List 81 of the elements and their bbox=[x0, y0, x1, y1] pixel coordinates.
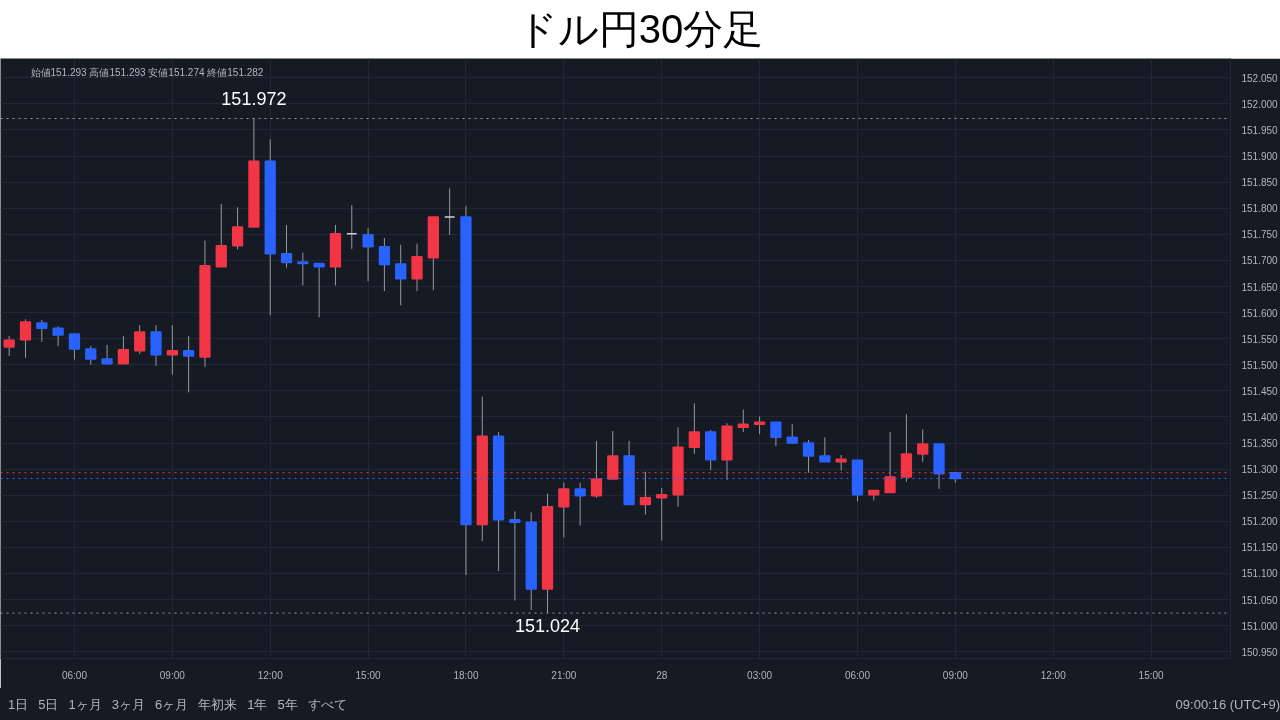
candlestick bbox=[231, 206, 244, 250]
candlestick bbox=[183, 335, 195, 393]
chart-title: ドル円30分足 bbox=[516, 6, 764, 53]
candlestick bbox=[688, 402, 700, 455]
x-tick-label: 06:00 bbox=[844, 669, 871, 681]
y-tick-label: 152.050 bbox=[1241, 72, 1279, 84]
y-tick-label: 151.900 bbox=[1241, 151, 1279, 163]
x-tick-label: 18:00 bbox=[453, 669, 479, 681]
candlestick bbox=[395, 244, 407, 306]
y-tick-label: 150.950 bbox=[1241, 646, 1279, 658]
candlestick bbox=[819, 436, 831, 463]
y-tick-label: 151.750 bbox=[1241, 229, 1279, 241]
candlestick bbox=[215, 203, 227, 268]
y-tick-label: 151.100 bbox=[1241, 568, 1279, 580]
text: 6ヶ月 bbox=[154, 697, 189, 712]
candlestick bbox=[656, 487, 668, 542]
candlestick bbox=[36, 319, 48, 343]
candlestick bbox=[917, 428, 929, 463]
candlestick bbox=[802, 439, 815, 474]
x-tick-label: 21:00 bbox=[551, 669, 577, 681]
x-tick-label: 06:00 bbox=[61, 669, 88, 681]
candlestick bbox=[280, 224, 293, 269]
candlestick bbox=[346, 204, 358, 250]
candlestick bbox=[770, 421, 782, 447]
annotation: 151.972 bbox=[221, 88, 287, 109]
y-tick-label: 151.550 bbox=[1241, 333, 1279, 345]
y-tick-label: 151.050 bbox=[1241, 594, 1279, 606]
candlestick bbox=[737, 409, 749, 433]
y-tick-label: 151.800 bbox=[1241, 203, 1279, 215]
candlestick bbox=[297, 252, 309, 286]
y-tick-label: 151.300 bbox=[1241, 464, 1279, 476]
candlestick bbox=[558, 482, 570, 538]
y-tick-label: 151.450 bbox=[1241, 385, 1279, 397]
text: 5年 bbox=[277, 697, 298, 712]
y-tick-label: 151.850 bbox=[1241, 177, 1279, 189]
x-tick-label: 15:00 bbox=[355, 669, 382, 681]
candlestick bbox=[85, 345, 97, 366]
text: 年初来 bbox=[198, 697, 238, 712]
y-tick-label: 152.000 bbox=[1241, 98, 1279, 110]
y-tick-label: 151.700 bbox=[1241, 255, 1279, 267]
x-tick-label: 09:00 bbox=[942, 669, 969, 681]
x-tick-label: 12:00 bbox=[257, 669, 284, 681]
candlestick bbox=[117, 335, 130, 365]
text: すべて bbox=[307, 697, 347, 712]
x-tick-label: 09:00 bbox=[159, 669, 186, 681]
candlestick bbox=[444, 187, 456, 236]
candlestick bbox=[52, 325, 64, 347]
x-tick-label: 03:00 bbox=[747, 669, 773, 681]
candlestick bbox=[19, 318, 32, 359]
y-tick-label: 151.500 bbox=[1241, 359, 1279, 371]
text: 1日 bbox=[8, 697, 29, 712]
candlestick bbox=[68, 332, 81, 361]
candlestick bbox=[3, 335, 15, 357]
y-tick-label: 151.400 bbox=[1241, 411, 1279, 423]
y-tick-label: 151.600 bbox=[1241, 307, 1279, 319]
y-tick-label: 151.000 bbox=[1241, 620, 1279, 632]
text: 1年 bbox=[247, 697, 268, 712]
y-tick-label: 151.950 bbox=[1241, 124, 1279, 136]
text: 5日 bbox=[38, 697, 59, 712]
y-tick-label: 151.200 bbox=[1241, 516, 1279, 528]
candlestick bbox=[378, 237, 391, 292]
candlestick bbox=[150, 324, 162, 367]
candlestick bbox=[101, 344, 113, 366]
candlestick bbox=[509, 510, 521, 602]
y-tick-label: 151.350 bbox=[1241, 438, 1279, 450]
x-tick-label: 15:00 bbox=[1138, 669, 1165, 681]
candlestick bbox=[134, 324, 146, 355]
text: 3ヶ月 bbox=[111, 697, 145, 712]
y-tick-label: 151.150 bbox=[1241, 542, 1279, 554]
x-tick-label: 28 bbox=[656, 669, 668, 681]
y-tick-label: 151.650 bbox=[1241, 281, 1279, 293]
y-tick-label: 151.250 bbox=[1241, 490, 1279, 502]
text: 1ヶ月 bbox=[68, 697, 102, 712]
candlestick bbox=[362, 227, 374, 282]
text: 09:00:16 (UTC+9) bbox=[1175, 696, 1280, 714]
candlestick bbox=[166, 324, 178, 376]
candlestick bbox=[411, 243, 423, 292]
x-tick-label: 12:00 bbox=[1040, 669, 1067, 681]
annotation: 151.024 bbox=[515, 616, 581, 637]
candlestick bbox=[574, 482, 586, 526]
annotation: 始値151.293 高値151.293 安値151.274 終値151.282 bbox=[30, 66, 264, 78]
